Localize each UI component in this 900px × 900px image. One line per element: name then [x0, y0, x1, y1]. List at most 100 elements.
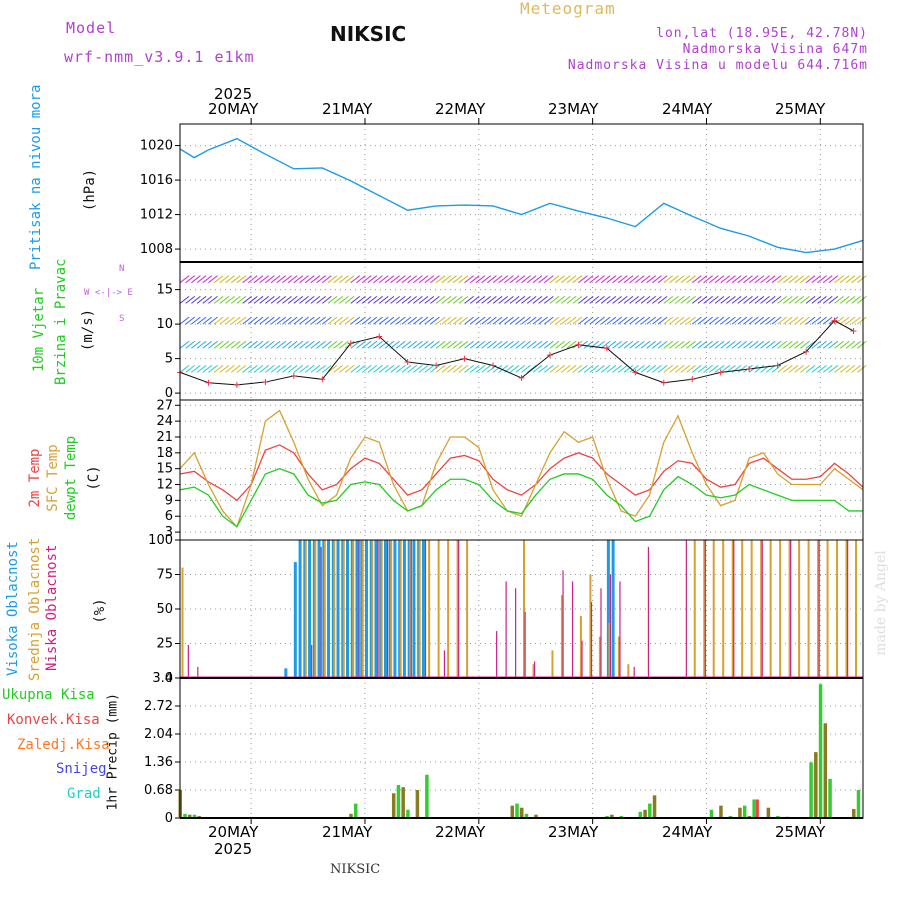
- wind-barb: [276, 316, 287, 325]
- wind-barb: [857, 316, 867, 325]
- wind-barb: [760, 316, 770, 325]
- wind-barb: [236, 275, 247, 284]
- wind-barb: [760, 275, 770, 284]
- mid-cloud-bar: [836, 540, 839, 678]
- wind-barb: [304, 340, 315, 349]
- wind-barb: [225, 316, 235, 325]
- mid-cloud-bar: [437, 540, 440, 678]
- wind-barb: [282, 296, 292, 304]
- wind-barb: [851, 340, 861, 349]
- wind-barb: [276, 296, 287, 304]
- wind-point: [347, 340, 354, 347]
- wind-barb: [629, 275, 639, 284]
- cloud-tick-label-0: 0: [165, 671, 173, 686]
- wind-barb: [617, 296, 628, 304]
- wind-point: [660, 379, 667, 386]
- wind-barb: [805, 316, 816, 325]
- wind-barb: [817, 296, 827, 304]
- wind-barb: [424, 316, 435, 325]
- wind-barb: [794, 365, 805, 373]
- wind-barb: [344, 316, 355, 325]
- wind-barb: [395, 340, 406, 349]
- wind-barb: [720, 340, 731, 349]
- wind-barb: [179, 296, 190, 304]
- wind-barb: [310, 296, 321, 304]
- wind-barb: [492, 365, 503, 373]
- wind-barb: [851, 296, 861, 304]
- low-cloud-bar: [590, 602, 593, 678]
- wind-barb: [600, 316, 611, 325]
- wind-barb: [691, 340, 702, 349]
- wind-barb: [282, 340, 292, 349]
- wind-barb: [811, 316, 822, 325]
- mid-cloud-bar: [532, 664, 535, 678]
- wind-barb: [430, 316, 440, 325]
- wind-barb: [384, 275, 395, 284]
- bottom-date-1: 21MAY: [322, 823, 373, 841]
- wind-barb: [652, 316, 662, 325]
- wind-barb: [583, 275, 594, 284]
- wind-barb: [709, 340, 719, 349]
- precip-bar: [197, 815, 201, 818]
- wind-barb: [276, 365, 287, 373]
- wind-barb: [543, 365, 554, 373]
- wind-barb: [509, 275, 520, 284]
- wind-barb: [316, 316, 326, 325]
- wind-barb: [788, 275, 799, 284]
- wind-barb: [333, 365, 343, 373]
- wind-barb: [726, 316, 736, 325]
- wind-barb: [185, 296, 195, 304]
- wind-tick-label-3: 15: [156, 283, 173, 298]
- wind-barb: [441, 316, 452, 325]
- wind-barb: [418, 296, 429, 304]
- mid-cloud-bar: [807, 540, 810, 678]
- high-cloud-bar: [327, 540, 331, 678]
- top-year: 2025: [214, 85, 253, 103]
- wind-barb: [834, 296, 844, 304]
- wind-barb: [788, 365, 799, 373]
- wind-barb: [617, 316, 628, 325]
- precip-bar: [643, 809, 647, 818]
- wind-barb: [600, 296, 611, 304]
- wind-barb: [487, 296, 497, 304]
- wind-barb: [407, 275, 417, 284]
- temp-tick-label-3: 12: [156, 478, 173, 493]
- wind-barb: [691, 365, 702, 373]
- wind-barb: [407, 365, 417, 373]
- wind-barb: [561, 365, 571, 373]
- wind-barb: [492, 296, 503, 304]
- wind-barb: [361, 296, 372, 304]
- wind-barb: [293, 296, 304, 304]
- wind-barb: [282, 365, 292, 373]
- wind-barb: [532, 296, 543, 304]
- wind-barb: [350, 365, 361, 373]
- wind-barb: [817, 316, 827, 325]
- wind-barb: [509, 296, 520, 304]
- low-cloud-bar: [496, 631, 498, 678]
- precip-bar: [406, 809, 410, 818]
- wind-barb: [748, 275, 759, 284]
- wind-point: [290, 372, 297, 379]
- wind-barb: [469, 316, 480, 325]
- wind-barb: [703, 365, 713, 373]
- wind-barb: [208, 316, 218, 325]
- wind-barb: [413, 365, 423, 373]
- mid-cloud-bar: [779, 540, 782, 678]
- wind-barb: [583, 316, 594, 325]
- wind-barb: [185, 316, 195, 325]
- temp-tick-label-7: 24: [156, 414, 173, 429]
- wind-barb: [720, 296, 731, 304]
- wind-barb: [549, 365, 560, 373]
- wind-barb: [555, 340, 565, 349]
- mid-cloud-bar: [769, 540, 772, 678]
- precip-bar: [391, 793, 396, 818]
- wind-barb: [458, 275, 469, 284]
- wind-barb: [458, 340, 469, 349]
- high-cloud-bar: [374, 540, 378, 678]
- wind-barb: [663, 275, 674, 284]
- wind-barb: [413, 340, 423, 349]
- wind-barb: [857, 296, 867, 304]
- mid-cloud-bar: [181, 567, 184, 678]
- wind-point: [575, 341, 582, 348]
- wind-barb: [828, 365, 839, 373]
